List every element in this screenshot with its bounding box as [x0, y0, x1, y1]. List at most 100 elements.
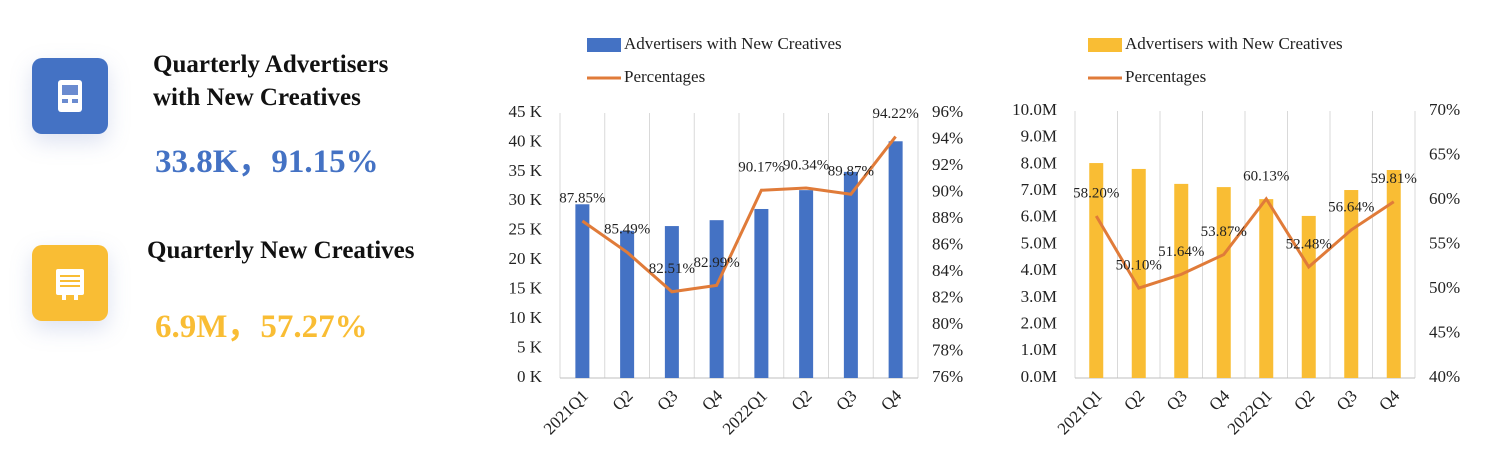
- y-tick-label: 15 K: [508, 279, 542, 298]
- y2-tick-label: 78%: [932, 340, 963, 359]
- bar: [1386, 170, 1401, 378]
- line: [1094, 196, 1395, 290]
- y2-tick-label: 86%: [932, 234, 963, 253]
- y-tick-label: 5 K: [517, 337, 543, 356]
- bar: [1301, 215, 1316, 378]
- x-tick-label: 2022Q1: [719, 386, 771, 438]
- y2-tick-label: 90%: [932, 181, 963, 200]
- y2-tick-label: 55%: [1429, 233, 1460, 252]
- y-tick-label: 0.0M: [1021, 367, 1057, 386]
- x-tick-label: Q3: [1163, 386, 1191, 414]
- y2-tick-label: 80%: [932, 314, 963, 333]
- y-tick-label: 35 K: [508, 161, 542, 180]
- card-value: 6.9M，57.27%: [155, 309, 368, 345]
- x-tick-label: 2021Q1: [540, 386, 592, 438]
- y2-tick-label: 45%: [1429, 322, 1460, 341]
- x-tick-label: Q4: [1205, 386, 1233, 414]
- y-tick-label: 5.0M: [1021, 233, 1057, 252]
- bar: [1259, 199, 1274, 378]
- y2-tick-label: 76%: [932, 367, 963, 386]
- y2-tick-label: 40%: [1429, 367, 1460, 386]
- bar: [1089, 163, 1104, 378]
- y-tick-label: 30 K: [508, 190, 542, 209]
- bar: [664, 226, 679, 378]
- data-label: 50.10%: [1116, 258, 1162, 274]
- y-tick-label: 10 K: [508, 308, 542, 327]
- y-tick-label: 0 K: [517, 367, 543, 386]
- y-tick-label: 3.0M: [1021, 287, 1057, 306]
- bar: [575, 204, 590, 378]
- data-label: 53.87%: [1201, 224, 1247, 240]
- y2-tick-label: 70%: [1429, 100, 1460, 119]
- card-icon: [32, 245, 108, 321]
- data-label: 82.51%: [649, 261, 695, 277]
- y-tick-label: 4.0M: [1021, 260, 1057, 279]
- y-tick-label: 40 K: [508, 131, 542, 150]
- y-tick-label: 20 K: [508, 249, 542, 268]
- icon-glyph: [58, 80, 82, 112]
- y2-tick-label: 88%: [932, 208, 963, 227]
- y-tick-label: 45 K: [508, 102, 542, 121]
- data-label: 90.17%: [738, 160, 784, 176]
- y-tick-label: 1.0M: [1021, 340, 1057, 359]
- y2-tick-label: 84%: [932, 261, 963, 280]
- data-label: 89.87%: [828, 164, 874, 180]
- data-label: 87.85%: [559, 190, 605, 206]
- data-label: 59.81%: [1371, 171, 1417, 187]
- legend-label: Percentages: [624, 67, 705, 86]
- y2-tick-label: 92%: [932, 155, 963, 174]
- y-tick-label: 25 K: [508, 220, 542, 239]
- bar: [843, 171, 858, 378]
- line: [581, 135, 897, 294]
- icon-glyph: [56, 269, 84, 300]
- legend-label: Advertisers with New Creatives: [1125, 34, 1343, 53]
- y-tick-label: 6.0M: [1021, 207, 1057, 226]
- y-tick-label: 10.0M: [1012, 100, 1057, 119]
- data-label: 90.34%: [783, 157, 829, 173]
- data-label: 52.48%: [1286, 236, 1332, 252]
- x-tick-label: Q3: [832, 386, 860, 414]
- card-value: 33.8K，91.15%: [155, 144, 379, 180]
- data-label: 51.64%: [1158, 244, 1204, 260]
- x-tick-label: Q3: [653, 386, 681, 414]
- y2-tick-label: 94%: [932, 128, 963, 147]
- x-tick-label: Q4: [877, 386, 905, 414]
- x-tick-label: Q2: [1120, 386, 1148, 414]
- bar: [754, 208, 769, 378]
- bar: [1216, 187, 1231, 378]
- x-tick-label: Q3: [1333, 386, 1361, 414]
- card-title: Quarterly Advertisers with New Creatives: [153, 51, 389, 111]
- y2-tick-label: 82%: [932, 287, 963, 306]
- data-label: 94.22%: [873, 106, 919, 122]
- y-tick-label: 8.0M: [1021, 153, 1057, 172]
- bar: [1344, 190, 1359, 378]
- y2-tick-label: 50%: [1429, 278, 1460, 297]
- data-label: 60.13%: [1243, 168, 1289, 184]
- legend-swatch: [1088, 38, 1122, 52]
- bar: [888, 141, 903, 378]
- x-tick-label: Q4: [698, 386, 726, 414]
- y-tick-label: 2.0M: [1021, 314, 1057, 333]
- x-tick-label: 2022Q1: [1224, 386, 1276, 438]
- bar: [709, 220, 724, 378]
- y-tick-label: 9.0M: [1021, 127, 1057, 146]
- y2-tick-label: 60%: [1429, 189, 1460, 208]
- x-tick-label: Q2: [609, 386, 637, 414]
- data-label: 82.99%: [694, 255, 740, 271]
- x-tick-label: 2021Q1: [1054, 386, 1106, 438]
- data-label: 58.20%: [1073, 185, 1119, 201]
- legend-label: Advertisers with New Creatives: [624, 34, 842, 53]
- x-tick-label: Q4: [1375, 386, 1403, 414]
- y2-tick-label: 96%: [932, 102, 963, 121]
- legend-swatch: [587, 38, 621, 52]
- legend-label: Percentages: [1125, 67, 1206, 86]
- bar: [620, 230, 635, 378]
- bar: [1131, 168, 1146, 378]
- data-label: 56.64%: [1328, 199, 1374, 215]
- data-label: 85.49%: [604, 222, 650, 238]
- card-title: Quarterly New Creatives: [147, 237, 415, 264]
- y2-tick-label: 65%: [1429, 144, 1460, 163]
- x-tick-label: Q2: [788, 386, 816, 414]
